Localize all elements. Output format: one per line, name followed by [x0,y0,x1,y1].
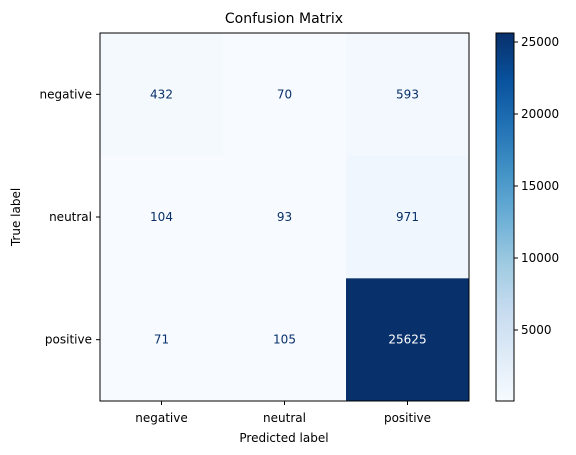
colorbar-tick-label-5000: 5000 [521,323,552,337]
chart-title: Confusion Matrix [225,11,343,27]
heatmap-cells [100,33,470,402]
cell-value-positive-negative: 71 [154,333,169,347]
heatmap-cell-negative-neutral [223,33,347,157]
heatmap-cell-positive-neutral [223,278,347,402]
y-axis-ticks: negative neutral positive [40,87,100,347]
colorbar-tick-label-20000: 20000 [521,107,559,121]
heatmap-cell-positive-negative [100,278,224,402]
x-axis-label: Predicted label [239,431,328,445]
colorbar-tick-label-15000: 15000 [521,179,559,193]
heatmap-cell-neutral-positive [346,155,470,279]
heatmap-cell-labels: 432 70 593 104 93 971 71 105 25625 [150,87,427,346]
colorbar [495,32,515,402]
cell-value-negative-negative: 432 [150,87,173,101]
colorbar-tick-label-25000: 25000 [521,35,559,49]
cell-value-negative-positive: 593 [396,87,419,101]
cell-value-positive-positive: 25625 [388,333,426,347]
heatmap-cell-neutral-negative [100,155,224,279]
x-tick-label-positive: positive [384,411,431,425]
x-tick-label-negative: negative [135,411,187,425]
heatmap-cell-negative-negative [100,33,224,157]
x-axis-ticks: negative neutral positive [135,401,431,425]
heatmap-cell-neutral-neutral [223,155,347,279]
colorbar-ticks: 5000 10000 15000 20000 25000 [514,35,559,337]
cell-value-positive-neutral: 105 [273,333,296,347]
y-tick-label-positive: positive [45,333,92,347]
y-tick-label-negative: negative [40,87,92,101]
cell-value-neutral-negative: 104 [150,210,173,224]
heatmap-cell-negative-positive [346,33,470,157]
y-tick-label-neutral: neutral [49,210,92,224]
cell-value-negative-neutral: 70 [277,87,292,101]
y-axis-label: True label [9,188,23,247]
colorbar-tick-label-10000: 10000 [521,251,559,265]
cell-value-neutral-neutral: 93 [277,210,292,224]
cell-value-neutral-positive: 971 [396,210,419,224]
heatmap-cell-positive-positive [346,278,470,402]
x-tick-label-neutral: neutral [263,411,306,425]
